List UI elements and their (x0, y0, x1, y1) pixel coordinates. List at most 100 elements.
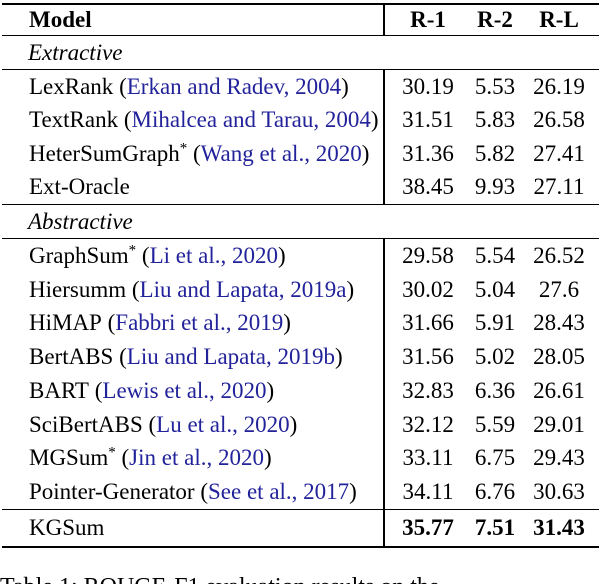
table-row: BART (Lewis et al., 2020) 32.83 6.36 26.… (2, 374, 599, 408)
model-name: LexRank (29, 73, 114, 99)
model-name: MGSum (29, 445, 109, 471)
model-name: BertABS (29, 344, 114, 370)
model-cell: HiMAP (Fabbri et al., 2019) (2, 310, 383, 336)
results-table: Model R-1 R-2 R-L Extractive LexRank (Er… (2, 0, 599, 548)
r1-value: 31.66 (402, 310, 454, 336)
model-name: Hiersumm (29, 276, 127, 302)
rl-value: 26.19 (533, 73, 585, 99)
model-name: GraphSum (29, 242, 129, 268)
section-label: Abstractive (28, 208, 133, 234)
table-row: Pointer-Generator (See et al., 2017) 34.… (2, 475, 599, 509)
paren-open: ( (113, 73, 127, 99)
model-cell: BertABS (Liu and Lapata, 2019b) (2, 344, 383, 370)
metrics-group: 31.36 5.82 27.41 (383, 137, 599, 171)
section-rule (2, 204, 599, 205)
metrics-group: 33.11 6.75 29.43 (383, 441, 599, 476)
citation-link[interactable]: Liu and Lapata, 2019a (139, 276, 347, 302)
section-row-extractive: Extractive (2, 36, 599, 69)
header-metrics-group: R-1 R-2 R-L (383, 5, 599, 35)
rl-value: 27.41 (533, 140, 585, 166)
rl-value: 26.58 (533, 107, 585, 133)
paren-open: ( (136, 242, 150, 268)
pre-final-rule (2, 509, 599, 510)
model-name: KGSum (29, 515, 105, 540)
model-name: SciBertABS (29, 411, 143, 437)
paren-close: ) (341, 73, 349, 99)
table-header-row: Model R-1 R-2 R-L (2, 5, 599, 35)
metrics-group: 30.19 5.53 26.19 (383, 70, 599, 104)
citation-link[interactable]: Erkan and Radev, 2004 (126, 73, 342, 99)
paren-close: ) (266, 377, 275, 403)
table-caption: Table 1: ROUGE-F1 evaluation results on … (0, 572, 602, 584)
citation-link[interactable]: Lu et al., 2020 (156, 411, 290, 437)
paren-open: ( (101, 310, 116, 336)
paren-close: ) (370, 107, 379, 133)
rl-value: 28.43 (533, 310, 585, 336)
rl-value: 27.6 (538, 276, 580, 302)
r2-value: 6.76 (474, 479, 516, 505)
model-name: HeterSumGraph (29, 140, 180, 166)
citation-link[interactable]: Mihalcea and Tarau, 2004 (131, 107, 371, 133)
paren-open: ( (142, 411, 157, 437)
paren-open: ( (194, 479, 209, 505)
r2-value: 5.02 (474, 344, 516, 370)
r1-value: 31.56 (402, 344, 454, 370)
paren-close: ) (283, 310, 291, 336)
paren-open: ( (126, 276, 140, 302)
citation-link[interactable]: Lewis et al., 2020 (102, 377, 267, 403)
model-cell: Hiersumm (Liu and Lapata, 2019a) (2, 277, 383, 303)
column-header-r1: R-1 (410, 7, 446, 32)
citation-link[interactable]: Wang et al., 2020 (200, 140, 362, 166)
column-header-r2: R-2 (477, 7, 513, 32)
r1-value: 38.45 (402, 174, 454, 200)
rl-value: 30.63 (533, 479, 585, 505)
model-cell: Pointer-Generator (See et al., 2017) (2, 479, 383, 505)
table-row: HiMAP (Fabbri et al., 2019) 31.66 5.91 2… (2, 306, 599, 341)
r2-value: 5.53 (474, 73, 516, 99)
r1-value: 30.02 (402, 276, 454, 302)
r2-value: 6.75 (474, 445, 516, 471)
table-row: GraphSum* (Li et al., 2020) 29.58 5.54 2… (2, 239, 599, 273)
paren-open: ( (118, 107, 132, 133)
citation-link[interactable]: Fabbri et al., 2019 (115, 310, 284, 336)
r1-value: 31.51 (402, 107, 454, 133)
r1-value: 32.83 (402, 377, 454, 403)
table-row: Ext-Oracle 38.45 9.93 27.11 (2, 170, 599, 204)
section-rule (2, 238, 599, 239)
section-row-abstractive: Abstractive (2, 205, 599, 238)
paren-open: ( (115, 445, 130, 471)
metrics-group: 31.51 5.83 26.58 (383, 103, 599, 137)
paren-close: ) (361, 140, 370, 166)
model-name: TextRank (29, 107, 119, 133)
metrics-group: 29.58 5.54 26.52 (383, 239, 599, 273)
citation-link[interactable]: Liu and Lapata, 2019b (126, 344, 335, 370)
citation-link[interactable]: Jin et al., 2020 (129, 445, 264, 471)
paren-close: ) (346, 276, 355, 302)
metrics-group: 38.45 9.93 27.11 (383, 170, 599, 204)
model-cell: KGSum (2, 515, 383, 541)
citation-link[interactable]: See et al., 2017 (208, 479, 350, 505)
model-cell: SciBertABS (Lu et al., 2020) (2, 412, 383, 438)
model-cell: HeterSumGraph* (Wang et al., 2020) (2, 141, 383, 167)
citation-link[interactable]: Li et al., 2020 (149, 242, 278, 268)
r2-value: 5.04 (474, 276, 516, 302)
r1-value: 32.12 (402, 411, 454, 437)
metrics-group: 31.56 5.02 28.05 (383, 340, 599, 374)
rl-value: 26.52 (533, 242, 585, 268)
model-name: Ext-Oracle (29, 174, 130, 200)
model-cell: BART (Lewis et al., 2020) (2, 378, 383, 404)
r2-value: 6.36 (474, 377, 516, 403)
column-header-model: Model (29, 7, 92, 32)
r2-value: 5.91 (474, 310, 516, 336)
header-rule (2, 35, 599, 36)
star-marker: * (108, 445, 116, 461)
metrics-group: 32.83 6.36 26.61 (383, 374, 599, 408)
metrics-group: 32.12 5.59 29.01 (383, 407, 599, 442)
rl-value: 27.11 (533, 174, 585, 200)
star-marker: * (179, 140, 188, 157)
paren-close: ) (334, 344, 343, 370)
model-cell: Ext-Oracle (2, 174, 383, 200)
table-row: Hiersumm (Liu and Lapata, 2019a) 30.02 5… (2, 272, 599, 307)
table-row: MGSum* (Jin et al., 2020) 33.11 6.75 29.… (2, 441, 599, 476)
model-cell: LexRank (Erkan and Radev, 2004) (2, 74, 383, 100)
